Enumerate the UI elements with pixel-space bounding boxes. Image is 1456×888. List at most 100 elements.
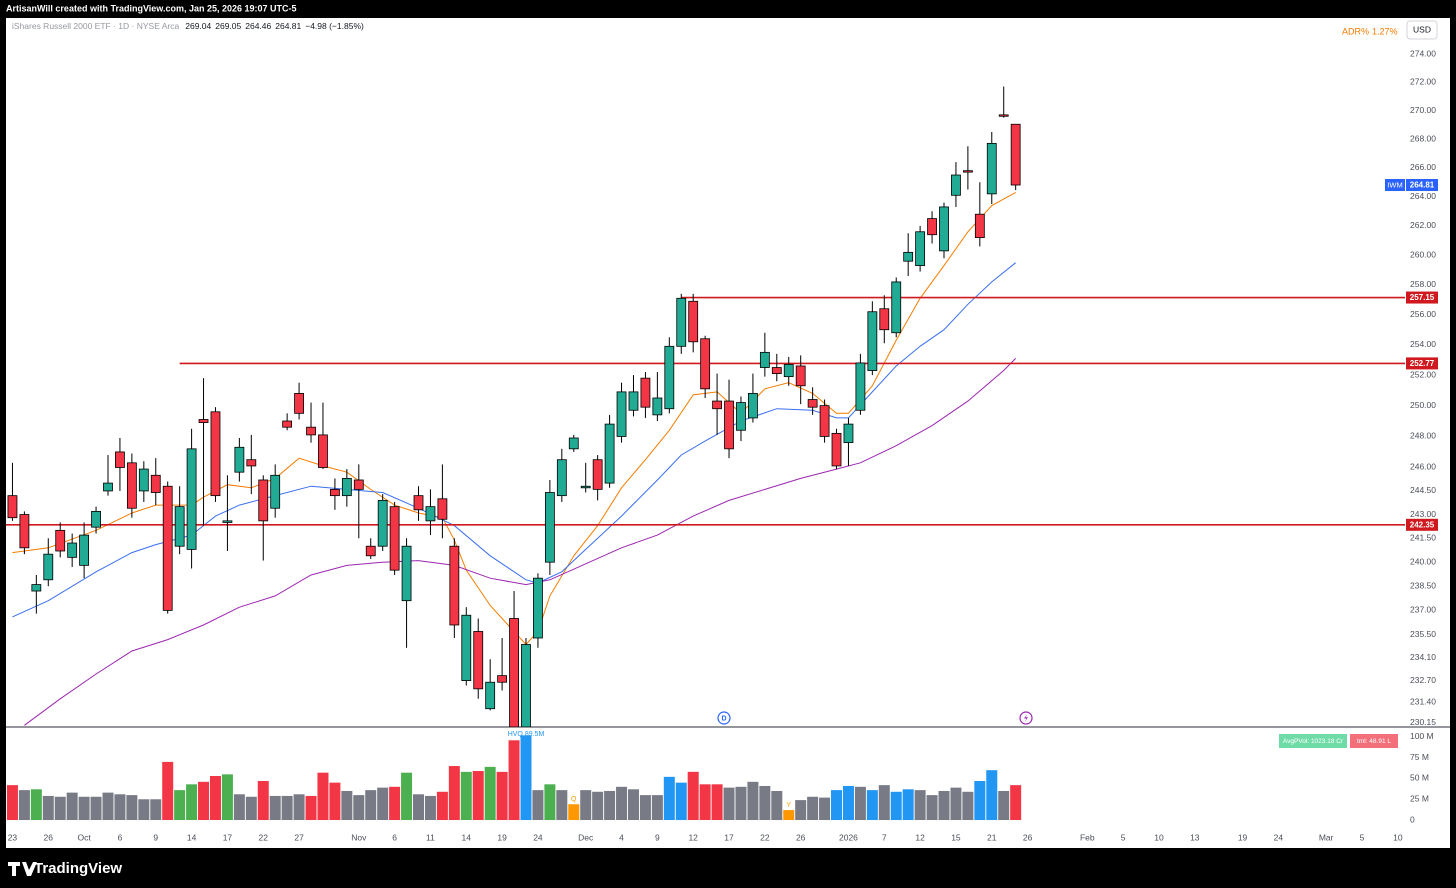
volume-bar <box>508 740 520 821</box>
x-tick-label: 19 <box>497 832 507 842</box>
y-tick-label: 231.40 <box>1410 696 1436 706</box>
candle-body <box>556 459 567 497</box>
volume-bar <box>484 766 496 821</box>
candle-body <box>210 411 221 497</box>
candle-body <box>43 553 54 581</box>
symbol-tag-text: IWM <box>1387 180 1402 189</box>
y-tick-label: 244.50 <box>1410 485 1436 495</box>
volume-bar <box>735 786 747 821</box>
x-tick-label: Mar <box>1319 832 1334 842</box>
candle-body <box>867 311 878 371</box>
candle-body <box>126 462 137 509</box>
volume-bar <box>377 787 389 821</box>
volume-bar <box>711 784 723 821</box>
y-tick-label: 254.00 <box>1410 339 1436 349</box>
x-tick-label: 17 <box>223 832 233 842</box>
lightning-icon <box>1024 713 1028 723</box>
volume-bar <box>878 785 890 821</box>
volume-bar <box>747 781 759 821</box>
candle-body <box>986 142 997 195</box>
volume-bar <box>281 795 293 821</box>
candle-body <box>198 419 209 423</box>
symbol-tag <box>1385 179 1405 192</box>
volume-bar <box>472 771 484 821</box>
level-tag <box>1406 357 1438 370</box>
candle-body <box>377 499 388 547</box>
volume-bar <box>639 795 651 821</box>
y-tick-label: 243.00 <box>1410 509 1436 519</box>
x-tick-label: 14 <box>187 832 197 842</box>
x-tick-label: 4 <box>619 832 624 842</box>
candle-body <box>294 393 304 414</box>
candle-body <box>771 367 782 374</box>
volume-bar <box>938 790 950 821</box>
currency-box[interactable] <box>1406 20 1438 40</box>
volume-annotation: Q <box>571 796 577 803</box>
x-tick-label: 21 <box>987 832 997 842</box>
volume-bar <box>66 792 78 821</box>
volume-bar <box>1010 785 1022 821</box>
candle-body <box>509 618 519 727</box>
volume-bar <box>568 804 580 821</box>
volume-bar <box>723 787 735 821</box>
candle-body <box>306 426 316 436</box>
volume-bar <box>831 790 843 821</box>
y-tick-label: 235.50 <box>1410 629 1436 639</box>
candle-body <box>222 520 233 523</box>
candle-body <box>234 446 245 473</box>
y-tick-label: 270.00 <box>1410 105 1436 115</box>
volume-bar <box>436 791 448 821</box>
volume-bar <box>496 771 508 821</box>
volume-bar <box>926 795 938 821</box>
candle-body <box>186 448 197 550</box>
candle-body <box>485 681 496 710</box>
x-tick-label: 23 <box>8 832 18 842</box>
currency[interactable]: USD <box>1413 24 1431 34</box>
volume-bar <box>854 786 866 821</box>
volume-bar <box>914 790 926 821</box>
volume-bar <box>78 796 90 821</box>
volume-bar <box>783 810 795 821</box>
volume-bar <box>986 770 998 821</box>
x-tick-label: 9 <box>655 832 660 842</box>
x-tick-label: 24 <box>1274 832 1284 842</box>
x-tick-label: 13 <box>1190 832 1200 842</box>
dividend-marker[interactable] <box>717 711 731 725</box>
candle-body <box>664 345 675 410</box>
volume-annotation: HVQ 89.5M <box>508 731 545 738</box>
x-tick-label: Nov <box>351 832 367 842</box>
volume-bar <box>341 790 353 821</box>
candle-body <box>79 534 90 566</box>
volume-bar <box>998 790 1010 821</box>
candle-body <box>879 308 890 331</box>
logo-mark <box>8 862 37 876</box>
candle-body <box>533 577 543 639</box>
y-tick-label: 234.10 <box>1410 652 1436 662</box>
x-tick-label: 10 <box>1154 832 1164 842</box>
level-tag-text: 252.77 <box>1410 359 1435 368</box>
candle-body <box>150 474 161 493</box>
moving-average <box>12 262 1017 618</box>
candle-body <box>115 451 125 468</box>
candle-body <box>437 498 448 520</box>
volume-bar <box>902 789 914 821</box>
volume-bar <box>974 780 986 821</box>
volume-bar <box>90 796 102 821</box>
close-value: 264.81 <box>275 21 301 31</box>
high-value: 269.05 <box>215 21 241 31</box>
candle-body <box>580 485 591 489</box>
volume-tick-label: 0 <box>1410 814 1415 824</box>
candle-body <box>843 423 854 444</box>
candle-body <box>246 459 257 467</box>
x-tick-label: 6 <box>392 832 397 842</box>
y-tick-label: 262.00 <box>1410 220 1436 230</box>
x-tick-label: 22 <box>760 832 770 842</box>
x-tick-label: 6 <box>118 832 123 842</box>
volume-bar <box>616 786 628 821</box>
candle-body <box>258 479 269 522</box>
candle-body <box>616 391 627 437</box>
candle-body <box>413 495 424 511</box>
volume-bar <box>174 790 186 821</box>
volume-bar <box>544 784 556 821</box>
